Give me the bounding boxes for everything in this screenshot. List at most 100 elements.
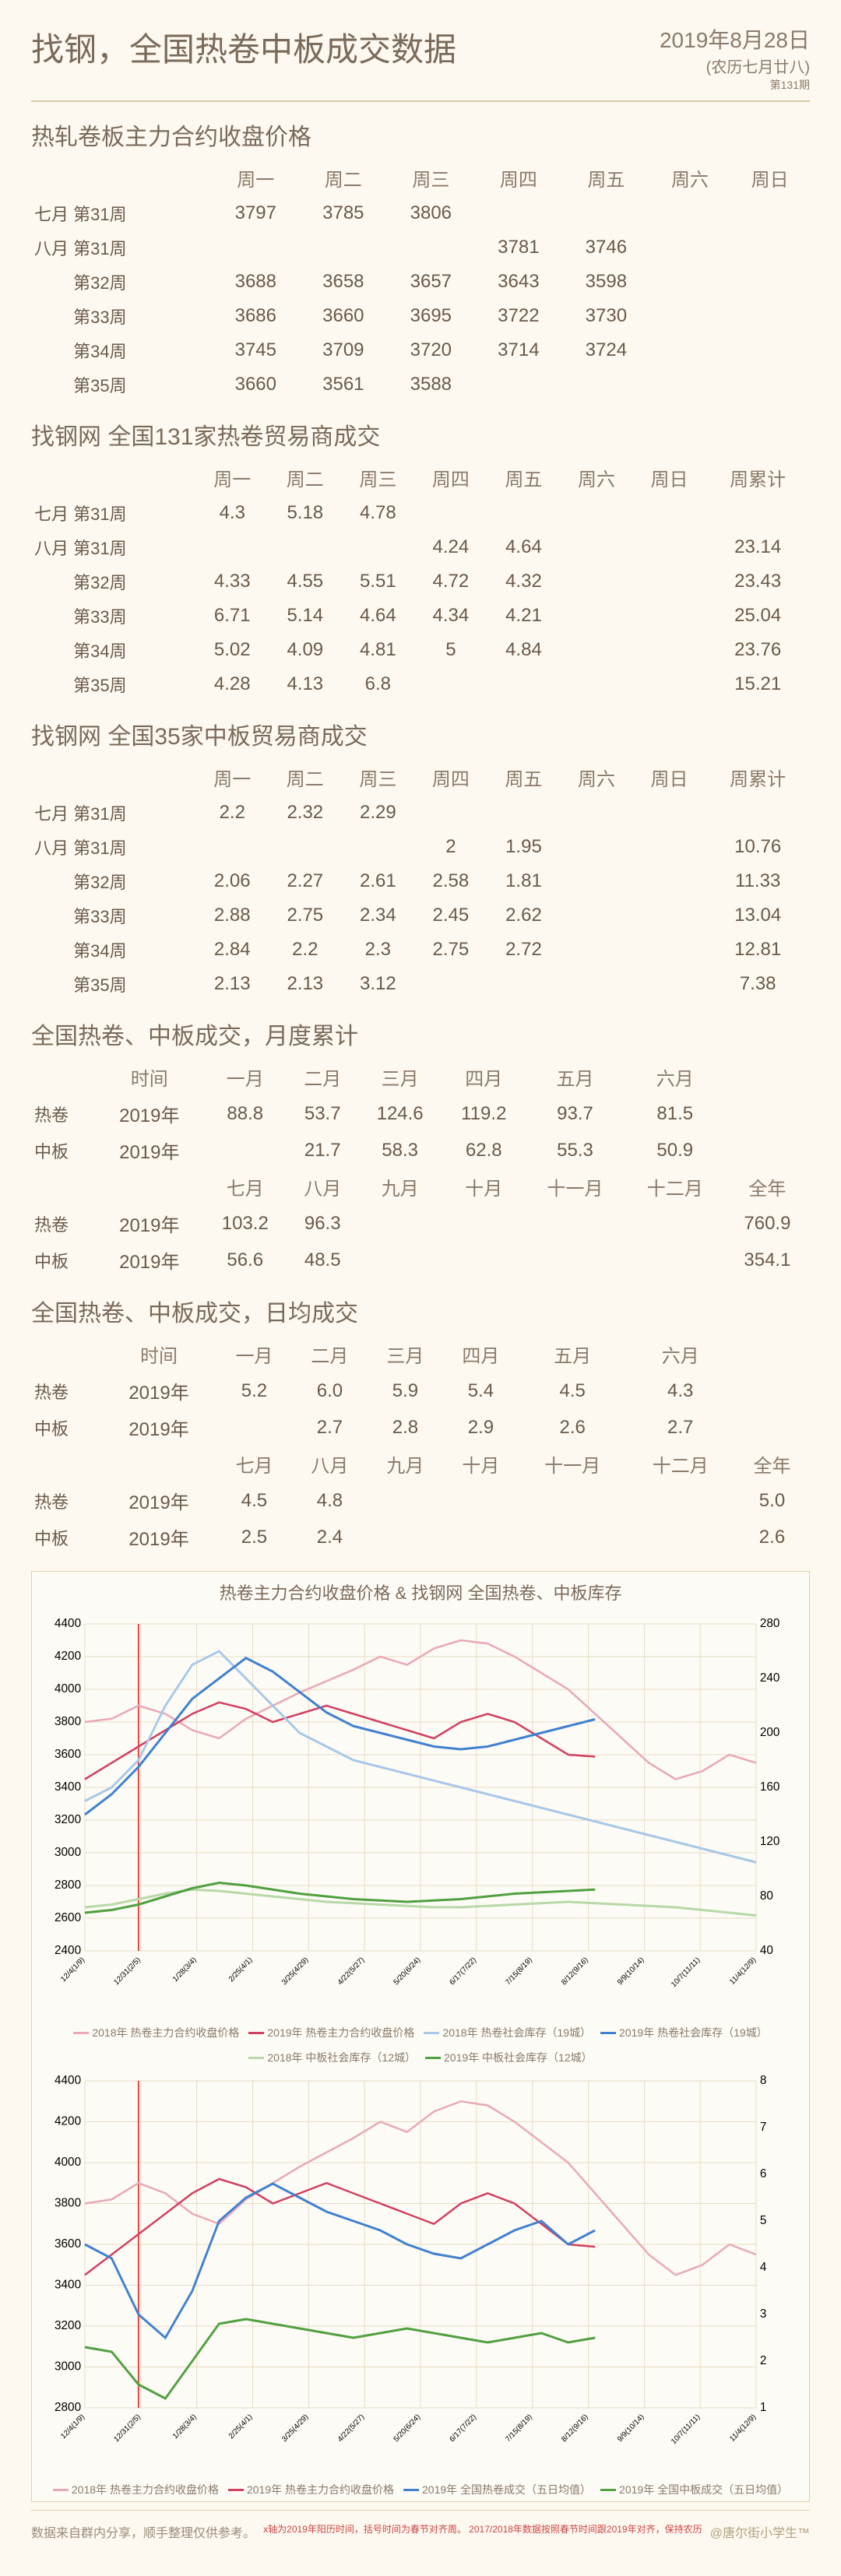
cell: 23.14 [706, 530, 810, 564]
col-header: 十一月 [519, 1446, 627, 1482]
cell [633, 864, 706, 898]
col-header: 四月 [443, 1336, 519, 1372]
footer-left: 数据来自群内分享，顺手整理仅供参考。 [31, 2522, 255, 2541]
cell: 53.7 [287, 1095, 357, 1132]
col-header [31, 1059, 96, 1095]
cell: 4.3 [626, 1372, 734, 1409]
cell: 4.34 [414, 599, 487, 633]
chart-1: 2400260028003000320034003600380040004200… [48, 1616, 793, 1990]
cell [442, 1205, 525, 1242]
row-label: 七月 第31周 [31, 196, 212, 230]
cell: 4.8 [292, 1482, 368, 1519]
col-header: 周二 [269, 459, 342, 496]
cell [560, 898, 633, 933]
cell [650, 196, 730, 230]
col-header: 周四 [414, 459, 487, 496]
cell: 2019年 [101, 1519, 216, 1555]
col-header: 十二月 [625, 1169, 725, 1205]
col-header: 周一 [195, 759, 269, 796]
cell: 5.2 [216, 1372, 292, 1409]
cell [730, 367, 810, 402]
cell: 12.81 [706, 933, 810, 967]
section-title: 热轧卷板主力合约收盘价格 [31, 118, 810, 152]
cell: 3598 [562, 265, 650, 299]
svg-text:1: 1 [760, 2401, 767, 2414]
col-header: 九月 [357, 1169, 442, 1205]
col-header [734, 1336, 810, 1372]
col-header: 七月 [216, 1446, 292, 1482]
cell [216, 1409, 292, 1446]
cell: 3785 [300, 196, 388, 230]
cell [633, 898, 706, 933]
cell: 2.34 [342, 898, 415, 933]
footer-note: x轴为2019年阳历时间，括号时间为春节对齐周。 2017/2018年数据按照春… [255, 2522, 710, 2541]
cell: 3806 [387, 196, 475, 230]
cell [633, 933, 706, 967]
cell: 3657 [387, 265, 475, 299]
cell: 1.81 [487, 864, 561, 898]
col-header: 五月 [519, 1336, 627, 1372]
cell [706, 796, 810, 830]
cell: 2.7 [292, 1409, 368, 1446]
cell: 2.75 [414, 933, 487, 967]
cell: 2.06 [195, 864, 269, 898]
legend-item: 2018年 热卷主力合约收盘价格 [73, 2025, 239, 2040]
svg-text:6/17(7/22): 6/17(7/22) [448, 1956, 477, 1987]
cell: 4.32 [487, 564, 561, 599]
cell: 119.2 [442, 1095, 525, 1132]
cell: 3688 [212, 265, 300, 299]
col-header: 周二 [300, 160, 388, 196]
col-header: 十月 [443, 1446, 519, 1482]
cell: 4.64 [342, 599, 415, 633]
data-table: 周一周二周三周四周五周六周日七月 第31周379737853806八月 第31周… [31, 160, 810, 402]
cell: 2.88 [195, 898, 269, 933]
issue-no: 第131期 [660, 77, 810, 93]
svg-text:4000: 4000 [55, 1682, 81, 1696]
row-label: 第34周 [31, 633, 195, 667]
col-header [31, 1446, 101, 1482]
svg-text:2: 2 [760, 2354, 767, 2367]
cell [730, 333, 810, 367]
row-label: 中板 [31, 1519, 101, 1555]
cell [368, 1482, 443, 1519]
cell: 2019年 [101, 1409, 216, 1446]
svg-text:4400: 4400 [55, 2074, 81, 2087]
cell: 3660 [300, 299, 388, 333]
cell [562, 367, 650, 402]
col-header [31, 160, 212, 196]
row-label: 第32周 [31, 864, 195, 898]
svg-text:4/22(5/27): 4/22(5/27) [336, 1956, 366, 1987]
section-title: 找钢网 全国35家中板贸易商成交 [31, 717, 810, 751]
col-header: 一月 [202, 1059, 287, 1095]
data-table: 时间一月二月三月四月五月六月热卷2019年88.853.7124.6119.29… [31, 1059, 810, 1278]
cell [560, 864, 633, 898]
cell: 2.2 [269, 933, 342, 967]
cell: 4.5 [519, 1372, 627, 1409]
col-header: 六月 [625, 1059, 725, 1095]
cell: 3.12 [342, 967, 415, 1001]
cell: 3722 [475, 299, 563, 333]
cell: 2.3 [342, 933, 415, 967]
cell: 3709 [300, 333, 388, 367]
cell [414, 496, 487, 530]
cell [560, 530, 633, 564]
svg-text:3400: 3400 [55, 1780, 81, 1794]
col-header: 周日 [730, 160, 810, 196]
col-header: 三月 [357, 1059, 442, 1095]
col-header: 周三 [342, 759, 415, 796]
col-header: 周累计 [706, 759, 810, 796]
col-header: 全年 [734, 1446, 810, 1482]
cell: 4.3 [195, 496, 269, 530]
cell [300, 230, 388, 265]
cell: 23.76 [706, 633, 810, 667]
cell: 3588 [387, 367, 475, 402]
legend-item: 2019年 中板社会库存（12城） [425, 2050, 593, 2065]
cell: 2.45 [414, 898, 487, 933]
cell [730, 265, 810, 299]
svg-text:5/20(6/24): 5/20(6/24) [392, 1956, 422, 1987]
cell [357, 1242, 442, 1278]
col-header: 周六 [560, 459, 633, 496]
cell: 4.72 [414, 564, 487, 599]
cell: 21.7 [287, 1132, 357, 1169]
col-header: 三月 [368, 1336, 443, 1372]
